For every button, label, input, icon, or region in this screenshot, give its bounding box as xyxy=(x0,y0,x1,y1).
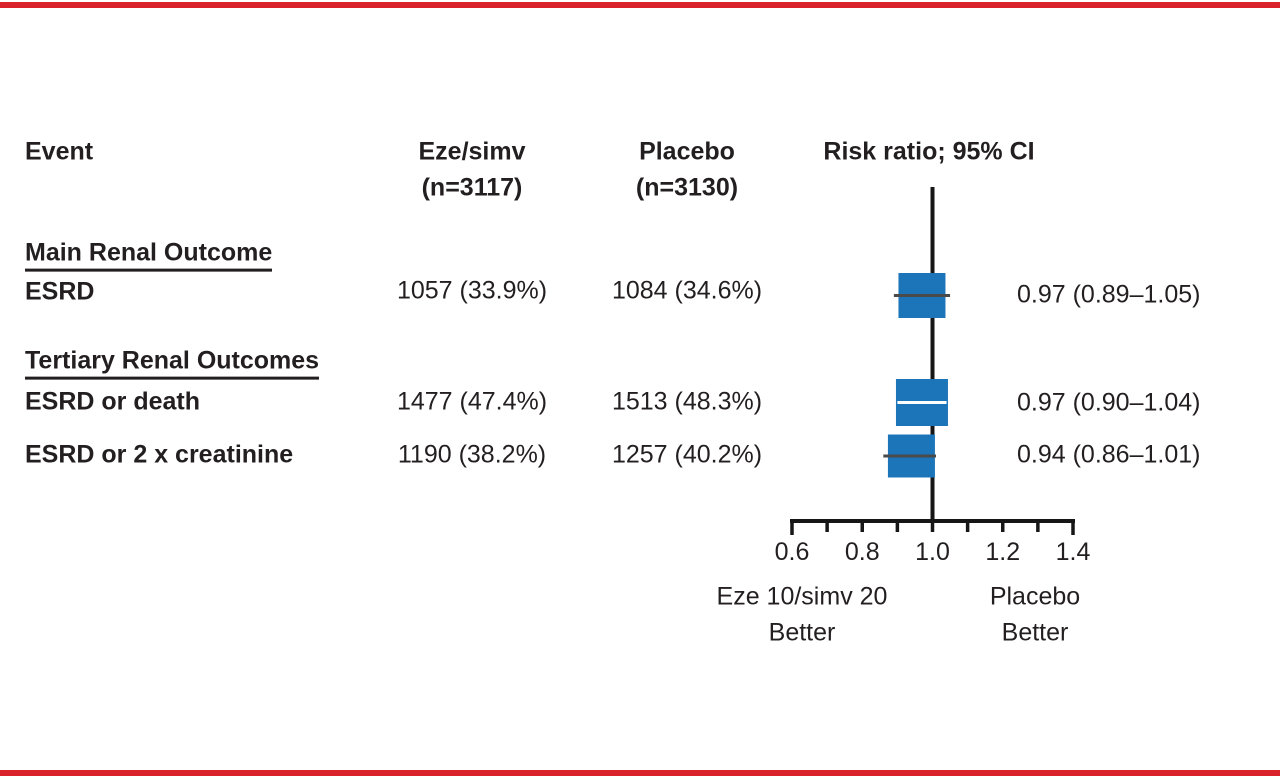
axis-footnote-left-line2: Better xyxy=(768,618,836,647)
column-header-control-name: Placebo xyxy=(639,137,735,166)
column-header-event: Event xyxy=(25,137,94,166)
axis-tick-label: 0.8 xyxy=(845,538,880,566)
value-esrd-or-2x-creatinine-treatment: 1190 (38.2%) xyxy=(397,440,547,469)
column-header-treatment-name: Eze/simv xyxy=(418,137,526,166)
value-esrd-rr-ci: 0.97 (0.89–1.05) xyxy=(1017,280,1201,309)
value-esrd-treatment: 1057 (33.9%) xyxy=(396,276,548,305)
value-esrd-or-2x-creatinine-rr-ci: 0.94 (0.86–1.01) xyxy=(1017,440,1201,469)
axis-tick-label: 1.2 xyxy=(985,538,1020,566)
top-border-rule xyxy=(0,2,1280,8)
value-esrd-or-death-treatment: 1477 (47.4%) xyxy=(396,387,548,416)
value-esrd-control: 1084 (34.6%) xyxy=(611,276,763,305)
axis-tick-label: 1.0 xyxy=(915,538,950,566)
section-title-main-renal-outcome: Main Renal Outcome xyxy=(25,239,273,272)
column-header-risk-ratio: Risk ratio; 95% CI xyxy=(823,137,1035,166)
section-title-tertiary-renal-outcomes: Tertiary Renal Outcomes xyxy=(25,347,320,380)
axis-footnote-right-line2: Better xyxy=(1001,618,1069,647)
axis-tick-label: 0.6 xyxy=(775,538,810,566)
axis-footnote-left-line1: Eze 10/simv 20 xyxy=(716,582,888,611)
bottom-border-rule xyxy=(0,770,1280,776)
value-esrd-or-2x-creatinine-control: 1257 (40.2%) xyxy=(611,440,763,469)
row-label-esrd-or-death: ESRD or death xyxy=(25,387,201,416)
column-header-control-n: (n=3130) xyxy=(635,173,739,202)
row-label-esrd: ESRD xyxy=(25,277,95,306)
value-esrd-or-death-control: 1513 (48.3%) xyxy=(611,387,763,416)
value-esrd-or-death-rr-ci: 0.97 (0.90–1.04) xyxy=(1017,388,1201,417)
axis-tick-label: 1.4 xyxy=(1056,538,1091,566)
row-label-esrd-or-2x-creatinine: ESRD or 2 x creatinine xyxy=(25,440,294,469)
column-header-treatment-n: (n=3117) xyxy=(421,173,523,202)
axis-footnote-right-line1: Placebo xyxy=(989,582,1081,611)
